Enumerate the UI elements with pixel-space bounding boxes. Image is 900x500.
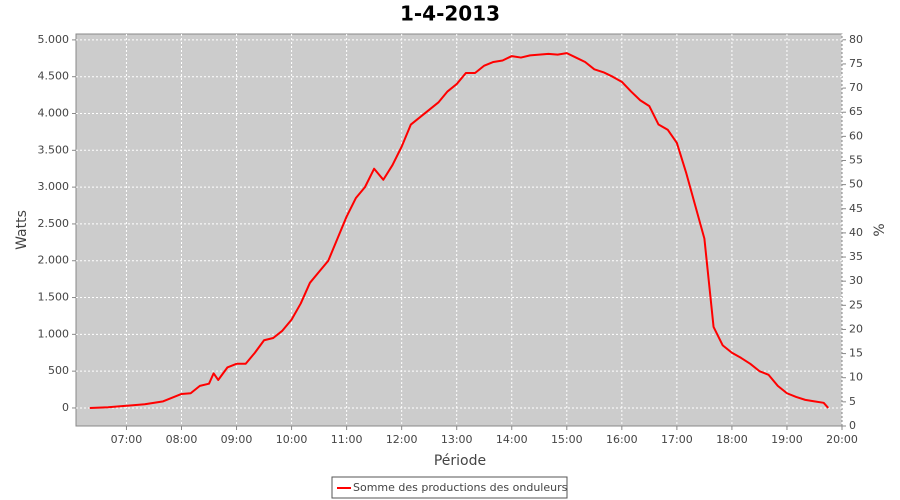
x-tick-label: 13:00: [441, 433, 473, 446]
y2-tick-label: 70: [849, 81, 863, 94]
x-tick-label: 10:00: [276, 433, 308, 446]
chart-title: 1-4-2013: [400, 2, 500, 26]
y2-tick-label: 5: [849, 395, 856, 408]
y-tick-label: 500: [48, 364, 69, 377]
x-tick-label: 17:00: [661, 433, 693, 446]
y2-tick-label: 30: [849, 274, 863, 287]
y-tick-label: 3.500: [38, 143, 70, 156]
y-tick-label: 5.000: [38, 33, 70, 46]
y2-tick-label: 0: [849, 419, 856, 432]
y2-axis-label: %: [872, 223, 888, 236]
y2-tick-label: 50: [849, 178, 863, 191]
y-tick-label: 4.500: [38, 70, 70, 83]
legend-label: Somme des productions des onduleurs: [353, 481, 568, 494]
y2-tick-label: 55: [849, 153, 863, 166]
y-tick-label: 4.000: [38, 107, 70, 120]
y2-tick-label: 35: [849, 250, 863, 263]
x-tick-label: 15:00: [551, 433, 583, 446]
x-axis-label: Période: [434, 453, 486, 469]
x-tick-label: 20:00: [826, 433, 858, 446]
x-tick-label: 09:00: [221, 433, 253, 446]
y2-tick-label: 20: [849, 322, 863, 335]
y2-tick-label: 40: [849, 226, 863, 239]
y-tick-label: 1.000: [38, 327, 70, 340]
y2-tick-label: 60: [849, 129, 863, 142]
y2-tick-label: 80: [849, 33, 863, 46]
y-axis-label: Watts: [14, 210, 30, 250]
y2-tick-label: 10: [849, 371, 863, 384]
y2-tick-label: 25: [849, 298, 863, 311]
data-line: [89, 52, 829, 409]
y2-tick-label: 45: [849, 202, 863, 215]
legend: [331, 476, 568, 499]
y-tick-label: 0: [62, 401, 69, 414]
plot-area: [75, 33, 843, 427]
x-tick-label: 11:00: [331, 433, 363, 446]
x-tick-label: 14:00: [496, 433, 528, 446]
y-tick-label: 2.000: [38, 254, 70, 267]
x-tick-label: 19:00: [771, 433, 803, 446]
x-tick-label: 08:00: [166, 433, 198, 446]
y-tick-label: 3.000: [38, 180, 70, 193]
x-tick-label: 07:00: [111, 433, 143, 446]
y2-tick-label: 65: [849, 105, 863, 118]
x-tick-label: 16:00: [606, 433, 638, 446]
x-tick-label: 12:00: [386, 433, 418, 446]
y2-tick-label: 15: [849, 347, 863, 360]
y-tick-label: 2.500: [38, 217, 70, 230]
y-tick-label: 1.500: [38, 291, 70, 304]
x-tick-label: 18:00: [716, 433, 748, 446]
y2-tick-label: 75: [849, 57, 863, 70]
